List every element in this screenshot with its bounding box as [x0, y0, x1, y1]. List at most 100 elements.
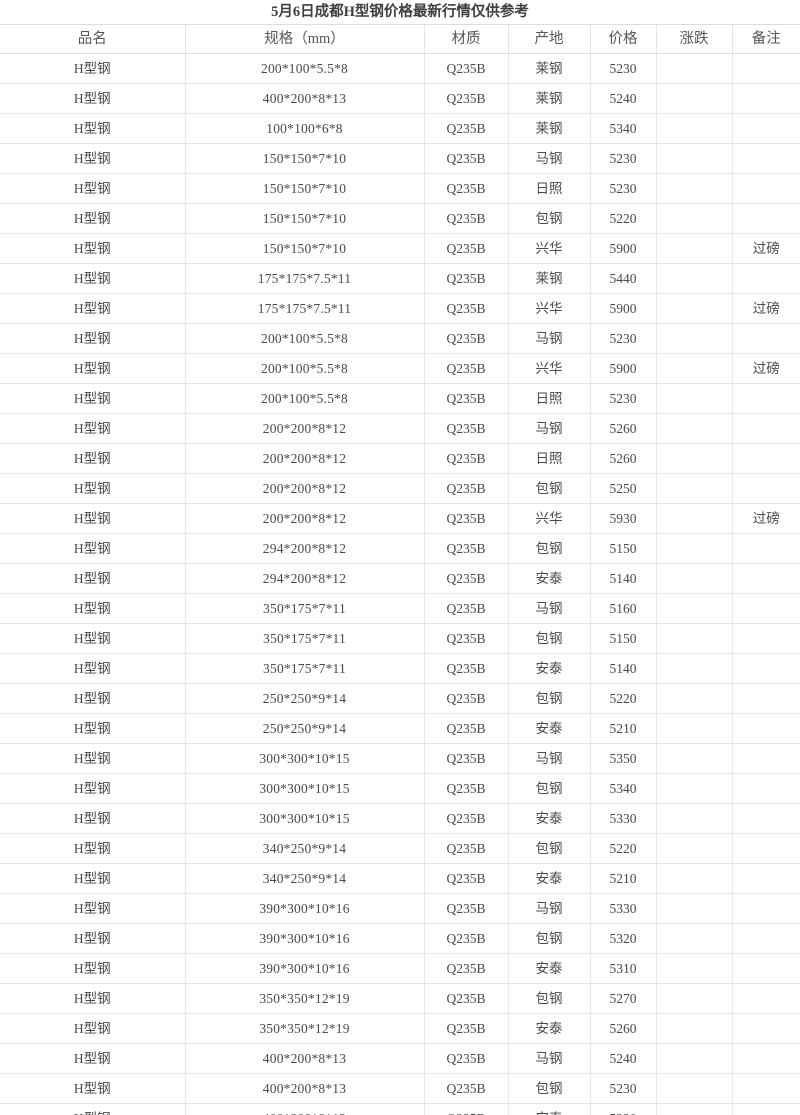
cell-material: Q235B [424, 383, 509, 414]
cell-change [656, 653, 733, 684]
cell-origin: 安泰 [508, 953, 591, 984]
cell-remark [732, 593, 800, 624]
cell-product: H型钢 [0, 923, 186, 954]
cell-price: 5230 [590, 1073, 657, 1104]
cell-material: Q235B [424, 833, 509, 864]
cell-spec: 390*300*10*16 [185, 893, 425, 924]
cell-change [656, 683, 733, 714]
cell-origin: 包钢 [508, 623, 591, 654]
cell-product: H型钢 [0, 623, 186, 654]
cell-material: Q235B [424, 893, 509, 924]
cell-price: 5340 [590, 113, 657, 144]
cell-spec: 200*200*8*12 [185, 443, 425, 474]
cell-price: 5900 [590, 233, 657, 264]
cell-origin: 包钢 [508, 1073, 591, 1104]
cell-change [656, 533, 733, 564]
cell-spec: 200*100*5.5*8 [185, 353, 425, 384]
cell-product: H型钢 [0, 533, 186, 564]
cell-change [656, 1013, 733, 1044]
cell-origin: 马钢 [508, 143, 591, 174]
cell-material: Q235B [424, 113, 509, 144]
cell-price: 5900 [590, 293, 657, 324]
table-row: H型钢 200*100*5.5*8 Q235B 莱钢 5230 [0, 53, 800, 84]
cell-price: 5270 [590, 983, 657, 1014]
cell-product: H型钢 [0, 713, 186, 744]
cell-material: Q235B [424, 953, 509, 984]
cell-change [656, 593, 733, 624]
cell-product: H型钢 [0, 653, 186, 684]
cell-price: 5320 [590, 923, 657, 954]
cell-material: Q235B [424, 83, 509, 114]
cell-remark [732, 533, 800, 564]
cell-spec: 175*175*7.5*11 [185, 293, 425, 324]
cell-remark [732, 413, 800, 444]
cell-material: Q235B [424, 1043, 509, 1074]
cell-spec: 294*200*8*12 [185, 533, 425, 564]
table-row: H型钢 200*100*5.5*8 Q235B 日照 5230 [0, 383, 800, 414]
cell-change [656, 203, 733, 234]
cell-remark [732, 923, 800, 954]
table-row: H型钢 250*250*9*14 Q235B 安泰 5210 [0, 713, 800, 744]
column-header-material: 材质 [424, 24, 509, 54]
cell-change [656, 1043, 733, 1074]
cell-product: H型钢 [0, 173, 186, 204]
cell-material: Q235B [424, 773, 509, 804]
cell-origin: 马钢 [508, 743, 591, 774]
cell-price: 5230 [590, 53, 657, 84]
cell-material: Q235B [424, 623, 509, 654]
cell-change [656, 803, 733, 834]
table-row: H型钢 200*200*8*12 Q235B 兴华 5930 过磅 [0, 503, 800, 534]
cell-spec: 100*100*6*8 [185, 113, 425, 144]
cell-spec: 390*300*10*16 [185, 953, 425, 984]
cell-remark [732, 803, 800, 834]
cell-origin: 马钢 [508, 893, 591, 924]
cell-spec: 294*200*8*12 [185, 563, 425, 594]
cell-product: H型钢 [0, 863, 186, 894]
cell-remark [732, 83, 800, 114]
cell-change [656, 233, 733, 264]
cell-product: H型钢 [0, 683, 186, 714]
cell-spec: 350*175*7*11 [185, 623, 425, 654]
table-row: H型钢 400*200*8*13 Q235B 莱钢 5240 [0, 83, 800, 114]
cell-spec: 340*250*9*14 [185, 833, 425, 864]
cell-material: Q235B [424, 743, 509, 774]
cell-origin: 包钢 [508, 533, 591, 564]
cell-price: 5230 [590, 143, 657, 174]
cell-origin: 安泰 [508, 803, 591, 834]
cell-remark [732, 773, 800, 804]
cell-spec: 400*200*8*13 [185, 1103, 425, 1115]
cell-change [656, 383, 733, 414]
cell-remark [732, 653, 800, 684]
table-row: H型钢 250*250*9*14 Q235B 包钢 5220 [0, 683, 800, 714]
cell-spec: 150*150*7*10 [185, 143, 425, 174]
cell-change [656, 263, 733, 294]
cell-price: 5220 [590, 203, 657, 234]
cell-product: H型钢 [0, 143, 186, 174]
cell-material: Q235B [424, 293, 509, 324]
cell-price: 5150 [590, 623, 657, 654]
cell-price: 5210 [590, 863, 657, 894]
cell-product: H型钢 [0, 203, 186, 234]
cell-material: Q235B [424, 533, 509, 564]
table-row: H型钢 100*100*6*8 Q235B 莱钢 5340 [0, 113, 800, 144]
table-row: H型钢 400*200*8*13 Q235B 包钢 5230 [0, 1073, 800, 1104]
cell-price: 5140 [590, 563, 657, 594]
cell-material: Q235B [424, 653, 509, 684]
cell-origin: 安泰 [508, 713, 591, 744]
cell-change [656, 503, 733, 534]
cell-product: H型钢 [0, 1073, 186, 1104]
cell-origin: 包钢 [508, 203, 591, 234]
column-header-origin: 产地 [508, 24, 591, 54]
cell-remark [732, 863, 800, 894]
cell-origin: 马钢 [508, 323, 591, 354]
table-row: H型钢 300*300*10*15 Q235B 马钢 5350 [0, 743, 800, 774]
cell-product: H型钢 [0, 833, 186, 864]
cell-change [656, 863, 733, 894]
cell-change [656, 53, 733, 84]
cell-spec: 350*350*12*19 [185, 1013, 425, 1044]
cell-remark [732, 743, 800, 774]
cell-material: Q235B [424, 263, 509, 294]
cell-material: Q235B [424, 713, 509, 744]
